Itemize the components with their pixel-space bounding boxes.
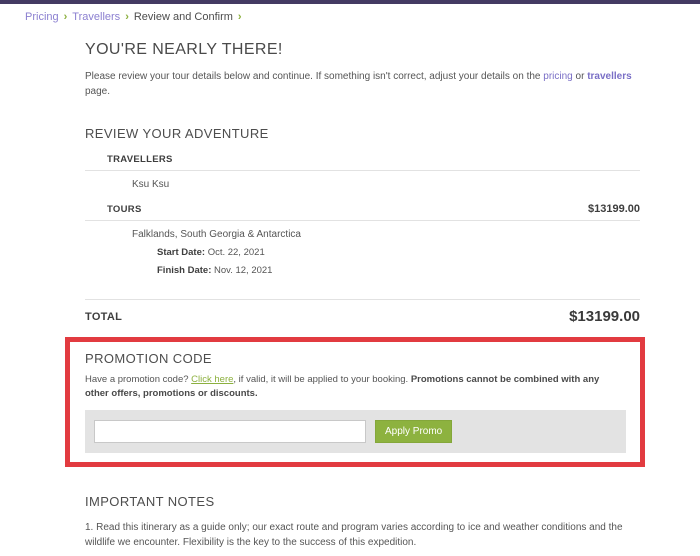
page-title: YOU'RE NEARLY THERE! <box>85 41 283 58</box>
breadcrumb-separator-icon: › <box>237 11 242 23</box>
main-content: YOU'RE NEARLY THERE! Please review your … <box>65 41 645 556</box>
breadcrumb: Pricing › Travellers › Review and Confirm › <box>0 4 700 23</box>
intro-text-before: Please review your tour details below an… <box>85 71 544 82</box>
important-notes-heading: IMPORTANT NOTES <box>85 493 215 509</box>
apply-promo-button[interactable]: Apply Promo <box>375 419 453 443</box>
tour-price: $13199.00 <box>588 203 640 215</box>
top-accent-bar <box>0 0 700 4</box>
promo-code-input[interactable] <box>94 419 366 443</box>
total-row: TOTAL $13199.00 <box>85 299 640 325</box>
total-label: TOTAL <box>85 310 123 323</box>
promo-text-before: Have a promotion code? <box>85 374 192 385</box>
tour-start-date: Start Date: Oct. 22, 2021 <box>85 247 640 258</box>
traveller-name: Ksu Ksu <box>132 179 170 190</box>
review-adventure-heading: REVIEW YOUR ADVENTURE <box>85 126 269 141</box>
breadcrumb-link-pricing[interactable]: Pricing <box>25 11 59 23</box>
total-price: $13199.00 <box>569 308 640 325</box>
promo-text-bold: Promotions cannot be combined with any o… <box>85 374 600 400</box>
travellers-header-row: TRAVELLERS <box>85 154 640 171</box>
important-note-1: 1. Read this itinerary as a guide only; … <box>85 521 623 548</box>
travellers-link[interactable]: travellers <box>587 71 632 82</box>
click-here-link[interactable]: Click here <box>191 374 234 385</box>
finish-date-value: Nov. 12, 2021 <box>214 265 273 276</box>
tour-name: Falklands, South Georgia & Antarctica <box>132 229 301 240</box>
intro-text-or: or <box>572 71 588 82</box>
intro-text-after: page. <box>85 85 111 97</box>
promotion-highlight-box: PROMOTION CODE Have a promotion code? Cl… <box>65 337 645 467</box>
travellers-label: TRAVELLERS <box>107 154 173 165</box>
promotion-code-heading: PROMOTION CODE <box>85 351 212 366</box>
promo-code-bar: Apply Promo <box>85 409 626 453</box>
breadcrumb-current-page: Review and Confirm <box>133 11 233 23</box>
promo-text-mid: , if valid, it will be applied to your b… <box>233 374 411 385</box>
tours-label: TOURS <box>107 204 142 215</box>
breadcrumb-separator-icon: › <box>125 11 129 23</box>
breadcrumb-link-travellers[interactable]: Travellers <box>72 11 121 23</box>
tours-header-row: TOURS $13199.00 <box>85 203 640 221</box>
start-date-label: Start Date: <box>157 247 206 258</box>
promotion-description: Have a promotion code? Click here, if va… <box>85 373 625 402</box>
pricing-link[interactable]: pricing <box>543 71 573 82</box>
start-date-value: Oct. 22, 2021 <box>207 247 265 258</box>
breadcrumb-separator-icon: › <box>63 11 68 23</box>
finish-date-label: Finish Date: <box>157 265 212 276</box>
intro-text: Please review your tour details below an… <box>85 70 640 99</box>
tour-finish-date: Finish Date: Nov. 12, 2021 <box>85 265 640 276</box>
